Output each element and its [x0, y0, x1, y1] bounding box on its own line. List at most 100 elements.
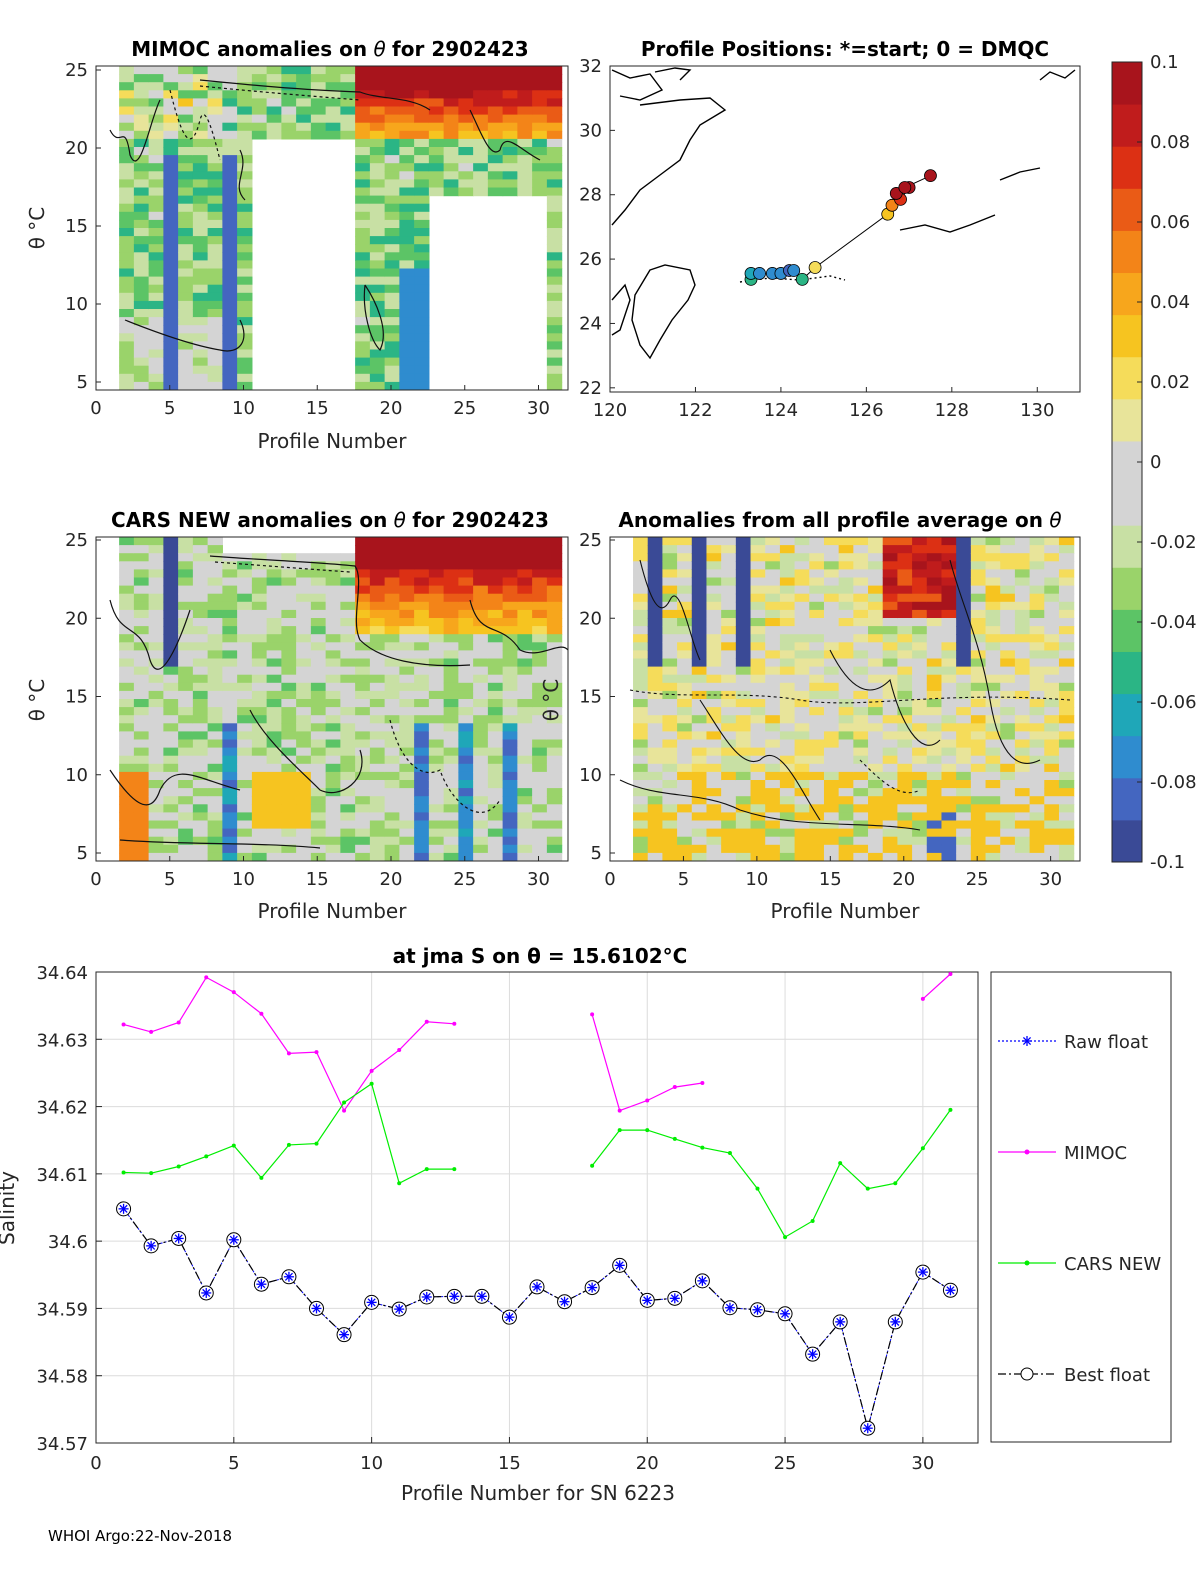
heatmap-cell: [956, 682, 972, 692]
heatmap-cell: [399, 739, 415, 749]
heatmap-cell: [133, 658, 150, 668]
heatmap-cell: [677, 804, 693, 813]
heatmap-cell: [296, 609, 312, 619]
heatmap-cell: [691, 739, 708, 749]
heatmap-cell: [458, 690, 474, 700]
heatmap-cell: [222, 609, 238, 619]
heatmap-cell: [414, 852, 430, 861]
heatmap-cell: [222, 650, 238, 660]
heatmap-cell: [794, 561, 810, 570]
heatmap-cell: [148, 219, 164, 229]
heatmap-cell: [222, 739, 238, 749]
heatmap-cell: [296, 569, 312, 579]
heatmap-cell: [1000, 585, 1016, 595]
heatmap-cell: [532, 66, 548, 75]
heatmap-cell: [647, 642, 664, 651]
heatmap-cell: [794, 723, 810, 732]
heatmap-cell: [414, 74, 430, 83]
heatmap-cell: [133, 122, 150, 132]
heatmap-cell: [868, 763, 884, 773]
heatmap-cell: [473, 723, 489, 732]
heatmap-cell: [838, 804, 854, 813]
heatmap-cell: [133, 98, 150, 108]
heatmap-cell: [1000, 690, 1016, 700]
heatmap-cell: [502, 553, 518, 562]
heatmap-cell: [251, 788, 268, 797]
heatmap-cell: [163, 820, 179, 830]
heatmap-cell: [237, 812, 253, 822]
heatmap-cell: [970, 747, 987, 757]
heatmap-cell: [1014, 577, 1031, 587]
heatmap-cell: [163, 828, 179, 838]
heatmap-cell: [148, 357, 164, 367]
heatmap-cell: [355, 147, 371, 156]
heatmap-cell: [546, 763, 563, 773]
heatmap-cell: [517, 114, 533, 124]
heatmap-cell: [956, 731, 972, 741]
heatmap-cell: [735, 609, 752, 619]
series-line-mimoc: [123, 973, 951, 1112]
heatmap-cell: [251, 98, 268, 108]
heatmap-cell: [119, 690, 135, 700]
heatmap-cell: [178, 593, 194, 603]
heatmap-cell: [853, 828, 869, 838]
heatmap-cell: [546, 796, 563, 805]
heatmap-cell: [266, 812, 282, 822]
heatmap-cell: [384, 626, 400, 635]
heatmap-cell: [133, 333, 150, 342]
heatmap-cell: [779, 812, 796, 822]
heatmap-cell: [266, 569, 282, 579]
heatmap-cell: [148, 260, 164, 270]
heatmap-cell: [706, 715, 722, 724]
heatmap-cell: [414, 747, 430, 757]
heatmap-cell: [237, 796, 253, 805]
heatmap-cell: [192, 634, 209, 643]
heatmap-cell: [794, 593, 810, 603]
heatmap-cell: [502, 130, 518, 140]
heatmap-cell: [266, 666, 282, 676]
heatmap-cell: [399, 252, 415, 261]
heatmap-cell: [546, 650, 563, 660]
heatmap-cell: [355, 300, 371, 310]
heatmap-cell: [148, 317, 164, 326]
heatmap-cell: [1000, 852, 1016, 861]
heatmap-cell: [794, 601, 810, 611]
heatmap-cell: [207, 236, 223, 245]
heatmap-cell: [281, 674, 297, 684]
heatmap-cell: [251, 90, 268, 99]
heatmap-cell: [502, 66, 518, 75]
heatmap-cell: [296, 747, 312, 757]
heatmap-cell: [384, 171, 400, 180]
heatmap-cell: [546, 642, 563, 651]
avg-x-tick-label: 25: [966, 869, 989, 890]
heatmap-cell: [281, 658, 297, 668]
heatmap-cell: [296, 723, 312, 732]
heatmap-cell: [355, 333, 371, 342]
heatmap-cell: [384, 309, 400, 318]
heatmap-cell: [853, 836, 869, 846]
heatmap-cell: [399, 731, 415, 741]
heatmap-cell: [970, 690, 987, 700]
heatmap-cell: [912, 601, 928, 611]
heatmap-cell: [384, 333, 400, 342]
heatmap-cell: [1000, 820, 1016, 830]
heatmap-cell: [355, 836, 371, 846]
heatmap-cell: [897, 634, 913, 643]
heatmap-cell: [517, 674, 533, 684]
heatmap-cell: [207, 545, 223, 554]
heatmap-cell: [384, 771, 400, 781]
heatmap-cell: [414, 171, 430, 180]
heatmap-cell: [1000, 707, 1016, 716]
heatmap-cell: [237, 699, 253, 708]
heatmap-cell: [384, 658, 400, 668]
heatmap-cell: [823, 755, 840, 765]
heatmap-cell: [222, 211, 238, 221]
heatmap-cell: [310, 780, 327, 789]
heatmap-cell: [823, 577, 840, 587]
heatmap-cell: [148, 812, 164, 822]
heatmap-cell: [355, 276, 371, 286]
heatmap-cell: [647, 674, 664, 684]
heatmap-cell: [399, 357, 415, 367]
